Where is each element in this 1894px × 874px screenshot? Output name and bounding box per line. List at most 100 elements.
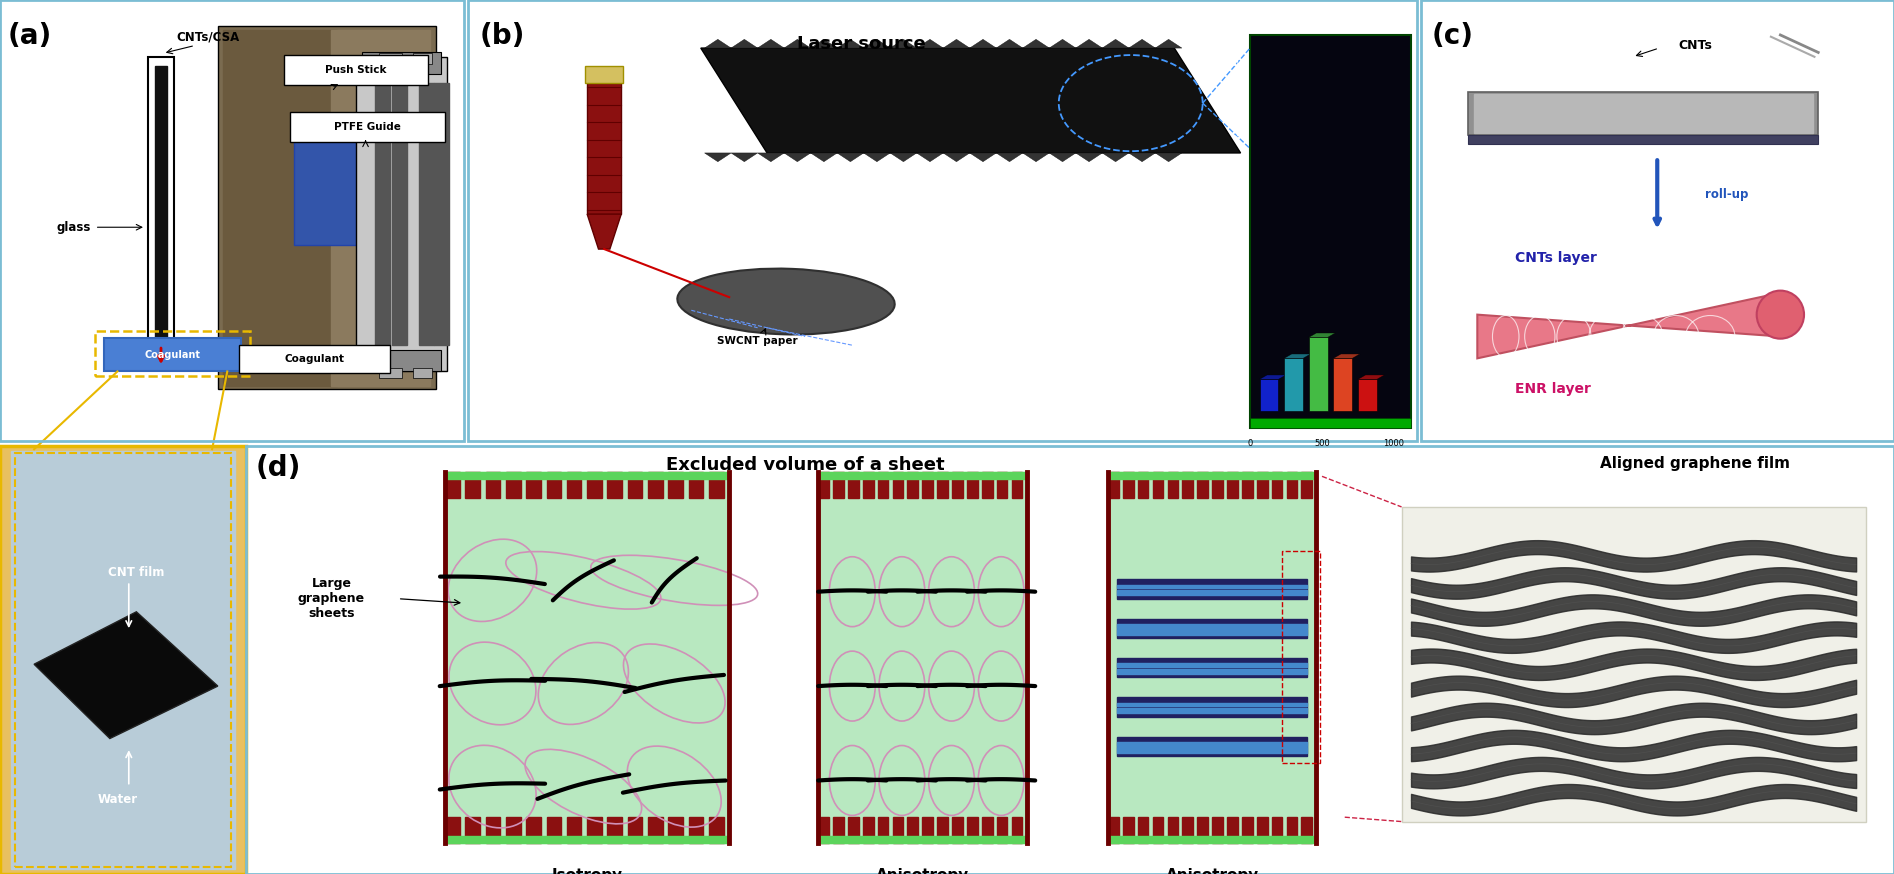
Text: Aligned graphene film: Aligned graphene film [1600,456,1790,471]
Bar [981,817,992,843]
Bar [996,472,1008,498]
Bar [375,83,390,345]
Polygon shape [1155,39,1182,48]
Bar [1117,585,1307,588]
Text: -10: -10 [1233,61,1246,70]
Bar [527,817,542,843]
Text: glass: glass [57,221,91,233]
Bar [9,9,455,437]
Polygon shape [837,39,864,48]
Bar [1123,817,1135,843]
Polygon shape [864,153,890,162]
Polygon shape [1358,375,1385,379]
Bar [1108,817,1119,843]
Bar [1286,817,1297,843]
Bar [833,817,845,843]
Bar [527,472,542,498]
Bar [445,472,729,479]
Polygon shape [1333,358,1352,411]
Polygon shape [731,39,758,48]
Polygon shape [784,39,811,48]
Bar [362,52,441,74]
Polygon shape [1155,153,1182,162]
Bar [1138,817,1148,843]
Bar [864,817,873,843]
Bar [445,817,460,843]
Bar [413,368,432,378]
Polygon shape [1284,358,1303,411]
Text: (c): (c) [1432,22,1474,50]
Bar [466,472,479,498]
Bar [547,817,561,843]
Bar [566,817,581,843]
Bar [587,817,602,843]
Polygon shape [1023,153,1049,162]
Polygon shape [1129,153,1155,162]
Polygon shape [943,39,970,48]
Text: CNTs/CSA: CNTs/CSA [176,31,239,44]
Polygon shape [784,153,811,162]
Text: (d): (d) [256,454,301,482]
Bar [708,472,724,498]
Bar [95,331,250,376]
Bar [1117,663,1307,667]
Polygon shape [1076,153,1102,162]
Bar [818,472,1027,479]
FancyBboxPatch shape [290,112,445,142]
Polygon shape [917,153,943,162]
Text: 1000: 1000 [1383,439,1405,447]
Bar [669,472,684,498]
Bar [1182,472,1193,498]
Bar [1227,472,1239,498]
Polygon shape [705,39,731,48]
Bar [104,338,241,371]
Polygon shape [1309,333,1335,337]
Text: Anisotropy: Anisotropy [1165,868,1260,874]
Bar [1117,590,1307,595]
Bar [689,817,703,843]
Bar [708,817,724,843]
Bar [1011,817,1023,843]
Text: Large
graphene
sheets: Large graphene sheets [297,577,366,621]
Text: Push Stick: Push Stick [326,65,386,75]
Polygon shape [587,214,621,249]
Text: Coagulant: Coagulant [284,354,345,364]
Polygon shape [996,153,1023,162]
Polygon shape [1260,375,1286,379]
Text: Isotropy: Isotropy [551,868,623,874]
Bar [1117,658,1307,677]
Bar [938,817,949,843]
Text: Anisotropy: Anisotropy [875,868,970,874]
Text: (b): (b) [479,22,525,50]
Polygon shape [1260,379,1278,411]
Bar [938,472,949,498]
Bar [981,472,992,498]
Polygon shape [587,83,621,214]
Bar [1301,817,1313,843]
Bar [648,817,663,843]
Text: Water: Water [97,794,138,806]
Polygon shape [1309,337,1328,411]
Bar [1402,507,1866,822]
Bar [566,472,581,498]
Bar [223,30,337,386]
Bar [1167,817,1178,843]
Polygon shape [758,39,784,48]
Polygon shape [811,39,837,48]
Bar [1182,817,1193,843]
Bar [434,83,449,345]
Polygon shape [1284,354,1311,358]
Bar [0,446,246,874]
Bar [445,472,460,498]
Text: -40: -40 [1233,271,1246,280]
Polygon shape [1477,293,1780,358]
Bar [922,472,934,498]
Bar [379,53,402,64]
Bar [1212,817,1224,843]
Text: CNTs layer: CNTs layer [1515,251,1597,265]
Bar [1212,472,1224,498]
Bar [864,472,873,498]
Ellipse shape [1758,290,1803,338]
Bar [627,472,642,498]
Bar [468,0,1417,441]
